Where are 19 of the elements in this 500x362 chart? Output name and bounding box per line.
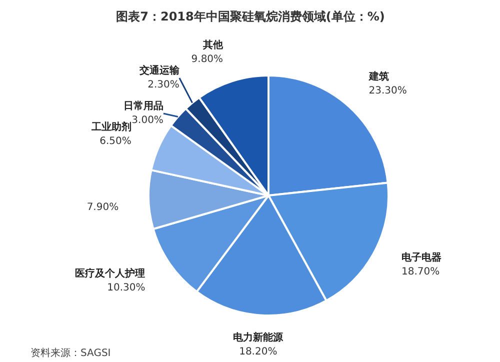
slice-label: 建筑 xyxy=(368,70,389,82)
slice-label: 电子电器 xyxy=(402,251,442,264)
slice-label: 医疗及个人护理 xyxy=(75,267,146,280)
slice-label: 其他 xyxy=(202,39,224,52)
data-label: 7.90% xyxy=(86,202,119,214)
data-label: 18.70% xyxy=(402,266,440,278)
slice-label: 交通运输 xyxy=(138,64,180,76)
data-label: 3.00% xyxy=(132,115,164,126)
data-label: 2.30% xyxy=(148,79,180,90)
data-label: 23.30% xyxy=(368,85,407,96)
slice-label: 日常用品 xyxy=(123,100,164,112)
data-label: 18.20% xyxy=(239,346,278,358)
data-label: 6.50% xyxy=(100,136,132,148)
data-label: 9.80% xyxy=(191,54,224,66)
text: 资料来源：SAGSI xyxy=(30,347,111,359)
data-label: 10.30% xyxy=(107,282,146,294)
slice-label: 工业助剂 xyxy=(90,121,132,134)
chart-title: 图表7：2018年中国聚硅氧烷消费领域(单位：%) xyxy=(116,10,385,24)
slice-label: 电力新能源 xyxy=(233,332,284,344)
